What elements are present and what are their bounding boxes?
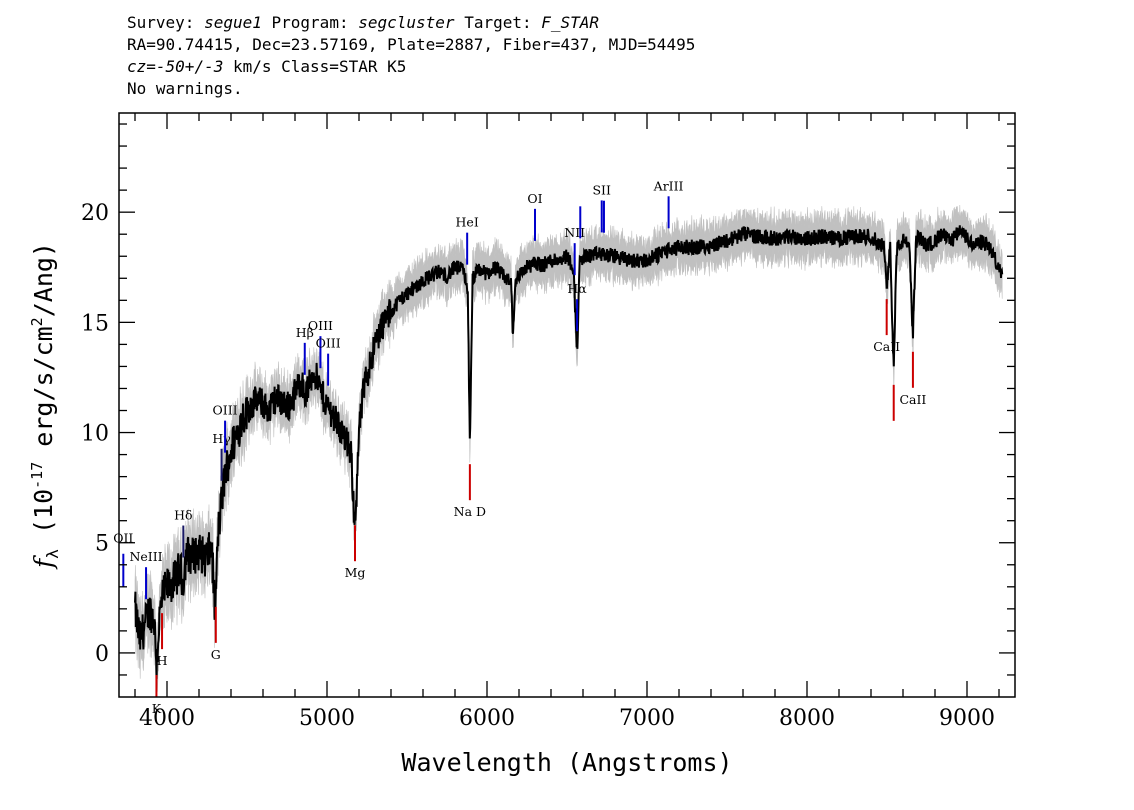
line-marker-label: Hδ: [174, 508, 192, 523]
spectrum-header: Survey: segue1 Program: segcluster Targe…: [127, 12, 695, 100]
program-value: segcluster: [358, 13, 455, 32]
survey-label: Survey:: [127, 13, 195, 32]
y-tick-label: 0: [95, 642, 109, 667]
y-tick-label: 20: [81, 201, 109, 226]
program-label: Program:: [271, 13, 349, 32]
line-marker-label: NeIII: [129, 549, 162, 564]
x-tick-label: 4000: [139, 706, 195, 731]
line-marker-label: NII: [564, 225, 585, 240]
y-tick-label: 10: [81, 422, 109, 447]
line-marker-label: Hα: [567, 281, 587, 296]
line-marker-label: OII: [113, 531, 133, 546]
line-marker-label: OI: [527, 191, 542, 206]
x-tick-label: 9000: [939, 706, 995, 731]
header-line-2: RA=90.74415, Dec=23.57169, Plate=2887, F…: [127, 35, 696, 54]
line-marker-label: OIII: [213, 403, 238, 418]
header-line-3: cz=-50+/-3 km/s Class=STAR K5: [127, 56, 695, 78]
target-label: Target:: [464, 13, 532, 32]
y-tick-label: 15: [81, 311, 109, 336]
flux-series: [134, 225, 1004, 679]
target-value: F_STAR: [541, 13, 600, 32]
plot-frame: [118, 112, 1016, 698]
y-axis-label: fλ (10-17 erg/s/cm2/Ang): [28, 242, 62, 570]
cz-label: cz=: [127, 57, 156, 76]
line-marker-label: ArIII: [653, 178, 684, 193]
line-marker-label: Na D: [454, 504, 486, 519]
y-tick-label: 5: [95, 532, 109, 557]
cz-value: -50+/-3: [155, 57, 224, 76]
axis-ticks: 4000 5000 6000 7000 8000 9000 0 5 10 15 20: [81, 113, 1015, 731]
line-marker-label: OIII: [308, 318, 333, 333]
line-marker-label: SII: [592, 182, 611, 197]
line-marker-label: K: [152, 701, 162, 716]
line-marker-label: HeI: [456, 215, 479, 230]
x-tick-label: 6000: [459, 706, 515, 731]
line-marker-label: G: [211, 647, 221, 662]
class-text: km/s Class=STAR K5: [223, 57, 407, 76]
header-line-1: Survey: segue1 Program: segcluster Targe…: [127, 12, 695, 34]
line-marker-label: H: [157, 653, 168, 668]
line-marker-label: Hβ: [296, 325, 314, 340]
line-marker-label: CaII: [899, 392, 926, 407]
x-axis-label: Wavelength (Angstroms): [401, 748, 732, 777]
flux-line: [134, 225, 1004, 679]
x-tick-label: 8000: [779, 706, 835, 731]
x-tick-label: 7000: [619, 706, 675, 731]
header-line-4: No warnings.: [127, 79, 243, 98]
x-tick-label: 5000: [299, 706, 355, 731]
survey-value: segue1: [204, 13, 262, 32]
line-marker-label: OIII: [316, 336, 341, 351]
line-marker-label: CaII: [873, 339, 900, 354]
line-marker-label: Hγ: [212, 431, 230, 446]
line-marker-label: Mg: [345, 565, 366, 580]
